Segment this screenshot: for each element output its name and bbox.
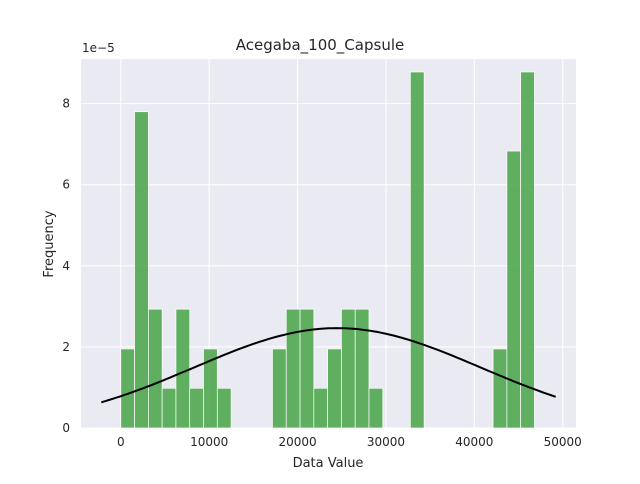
- histogram-bar: [285, 308, 301, 429]
- histogram-bar: [189, 387, 204, 429]
- y-tick-label: 0: [62, 421, 70, 435]
- histogram-bar: [175, 308, 191, 429]
- histogram-bar: [506, 150, 522, 429]
- histogram-bar: [272, 348, 287, 429]
- histogram-bar: [134, 111, 149, 429]
- y-tick-label: 8: [62, 97, 70, 111]
- y-tick-labels: 0 2 4 6 8: [62, 97, 70, 435]
- y-scale-label: 1e−5: [82, 41, 115, 55]
- bars: [120, 71, 535, 429]
- x-tick-label: 50000: [544, 435, 582, 449]
- x-tick-labels: 0 10000 20000 30000 40000 50000: [117, 435, 582, 449]
- y-axis-label: Frequency: [42, 210, 57, 277]
- x-axis-label: Data Value: [293, 456, 364, 471]
- x-tick-label: 40000: [455, 435, 493, 449]
- x-tick-label: 10000: [190, 435, 228, 449]
- histogram-bar: [341, 308, 356, 429]
- density-curve: [101, 327, 557, 404]
- chart-title: Acegaba_100_Capsule: [236, 36, 404, 55]
- histogram-bar: [410, 71, 425, 429]
- histogram-bar: [313, 387, 328, 429]
- histogram-bar: [148, 308, 163, 429]
- y-tick-label: 4: [62, 259, 70, 273]
- histogram-bar: [368, 387, 384, 429]
- histogram-bar: [120, 348, 135, 429]
- y-tick-label: 6: [62, 178, 70, 192]
- histogram-bar: [520, 71, 535, 429]
- histogram-bar: [216, 387, 232, 429]
- y-tick-label: 2: [62, 340, 70, 354]
- histogram-bar: [354, 308, 370, 429]
- x-tick-label: 20000: [278, 435, 316, 449]
- histogram-bar: [299, 308, 315, 429]
- x-tick-label: 0: [117, 435, 125, 449]
- histogram-bar: [161, 387, 177, 429]
- histogram-bar: [492, 348, 508, 429]
- x-tick-label: 30000: [367, 435, 405, 449]
- histogram-bar: [327, 348, 342, 429]
